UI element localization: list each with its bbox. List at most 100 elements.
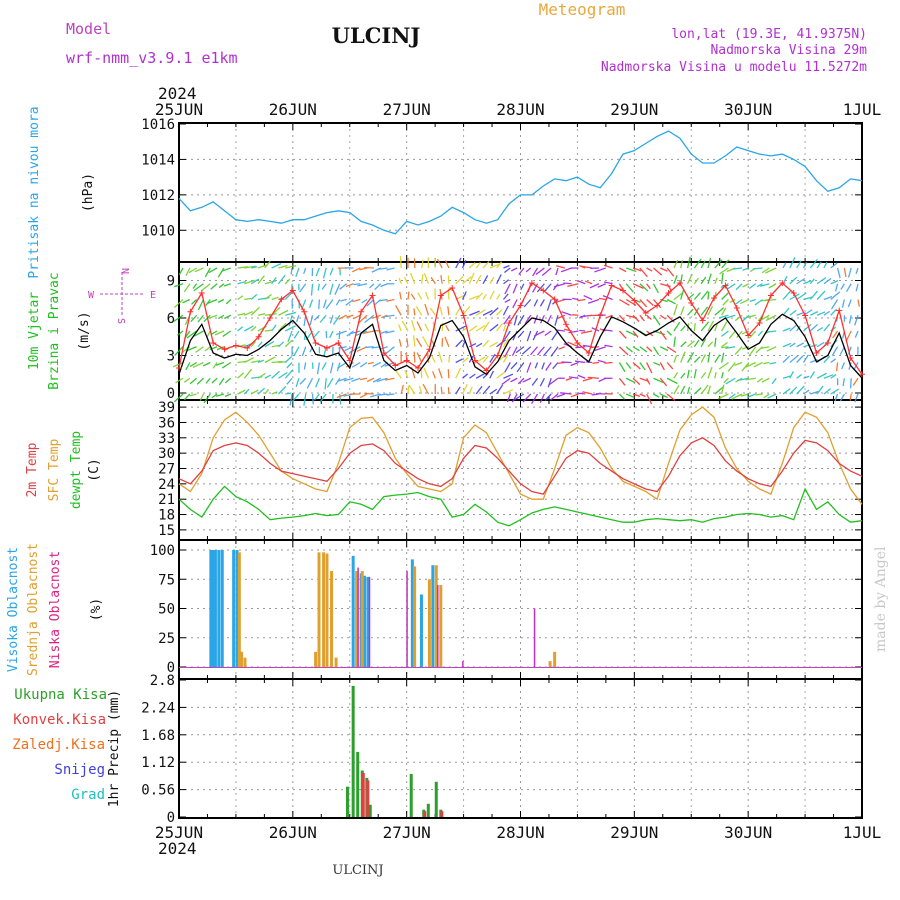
wind-arrow [756,377,763,383]
wind-arrow [816,341,825,348]
wind-arrow [555,267,559,276]
wind-arrow [408,384,416,395]
high_cloud-bar [209,550,213,667]
panels: 1010 1012 1014 1016 Pritisak na nivou mora (h… [6,100,881,842]
gust-marker [369,292,376,299]
wind-arrow [552,362,559,370]
wind-arrow [734,361,743,366]
wind-arrow [525,267,532,273]
wind-arrow [395,370,402,379]
y-tick-label: 1014 [141,152,175,168]
wind-arrow [673,336,676,347]
wind-arrow [412,335,416,347]
wind-arrow [359,361,368,368]
wind-arrow [583,294,593,301]
wind-arrow [816,327,824,332]
wind-arrow [568,330,579,334]
wind-arrow [721,372,724,379]
precip-legend-item: Ukupna Kisa [14,687,107,703]
gust-marker [506,320,513,326]
wind-arrow [193,283,204,292]
wind-arrow [489,290,495,300]
wind-arrow [503,346,511,358]
mid_cloud-bar [330,571,334,667]
wind-arrow [369,283,375,289]
wind-arrow [504,298,511,303]
wind-arrow [344,346,354,352]
wind-arrow [854,315,859,326]
wind-arrow [659,393,668,399]
wind-arrow [577,374,586,379]
wind-arrow [244,265,256,269]
wind-arrow [686,256,691,269]
wind-arrow [823,277,832,285]
gust-marker [426,346,433,353]
wind-arrow [475,292,483,300]
wind-arrow [625,330,637,337]
temperature-panel [178,399,863,541]
wind-arrow [399,291,402,300]
wind-arrow [469,295,479,301]
gust-marker [756,320,763,326]
wind-arrow [680,372,686,379]
wind-arrow [796,277,806,285]
wind-arrow [686,386,691,395]
wind-arrow [468,325,478,332]
wind-arrow [208,267,218,274]
wind-arrow [687,340,695,348]
wind-arrow [841,299,845,308]
wind-arrow [190,314,198,323]
wind-arrow [321,283,327,290]
wind-arrow [174,346,184,356]
wind-arrow [288,315,293,327]
wind-arrow [639,283,649,292]
precip-legend-item: Grad [71,787,105,803]
wind-arrow [659,377,668,387]
y-axis-label: (C) [87,458,102,481]
wind-arrow [840,283,845,290]
wind-arrow [693,292,701,300]
wind-arrow [462,373,469,379]
wind-arrow [632,346,640,352]
wind-arrow [830,279,839,285]
gust-marker [665,290,672,296]
wind-arrow [760,283,770,287]
y-tick-label: 27 [158,462,175,478]
wind-arrow [334,377,341,386]
wind-arrow [830,358,836,364]
wind-arrow [444,260,450,269]
wind-arrow [680,306,685,316]
wind-arrow [707,320,715,332]
wind-arrow [455,386,461,395]
wind-arrow [721,292,729,300]
wind-arrow [816,311,826,316]
wind-arrow [217,267,225,278]
wind-arrow [854,330,859,338]
wind-arrow [205,377,211,384]
wind-arrow [357,314,368,324]
wind-arrow [438,368,443,379]
wind-arrow [357,283,368,287]
wind-arrow [366,377,375,383]
y-axis-label: Niska Oblacnost [48,551,63,668]
wind-arrow [315,378,320,388]
wind-arrow [468,355,474,363]
wind-arrow [845,330,852,342]
wind-arrow [461,383,468,395]
wind-arrow [673,292,684,301]
high_cloud-bar [220,550,224,667]
gust-marker [460,312,467,319]
wind-arrow [531,393,539,405]
wind-arrow [237,295,244,301]
wind-arrow [237,312,246,316]
wind-arrow [326,377,334,388]
wind-arrow [693,387,702,395]
high_cloud-bar [351,555,355,667]
wind-arrow [796,385,805,395]
gust-marker [699,317,706,324]
wind-arrow [468,272,475,285]
wind-arrow [745,361,757,368]
wind-arrow [423,367,430,379]
gust-marker [642,310,649,316]
wind-arrow [329,330,334,339]
